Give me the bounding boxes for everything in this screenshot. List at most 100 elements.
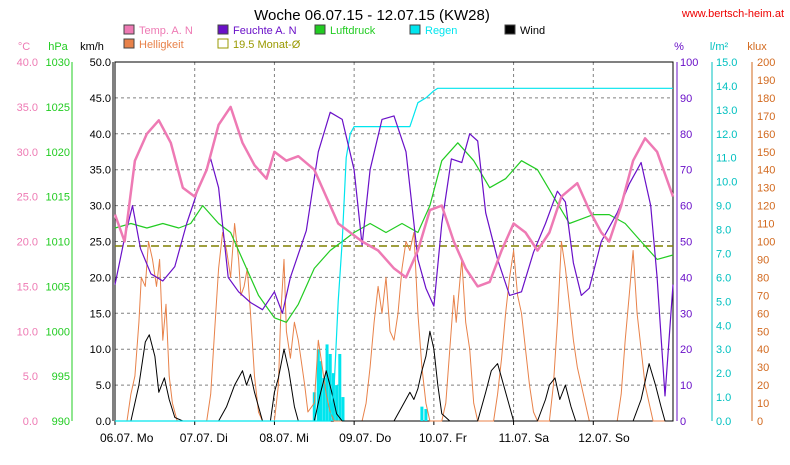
legend-swatch — [217, 24, 229, 35]
axis-tick-label: 100 — [680, 57, 698, 69]
axis-tick-label: 50 — [680, 237, 692, 249]
axis-tick-label: 5.0 — [716, 296, 731, 308]
axis-tick-label: 12.0 — [716, 129, 737, 141]
axis-tick-label: 1025 — [46, 102, 70, 114]
axis-tick-label: 1020 — [46, 147, 70, 159]
rain-bar — [312, 392, 316, 421]
axis-tick-label: 3.0 — [716, 344, 731, 356]
rain-bar — [338, 353, 342, 421]
axis-tick-label: 25.0 — [90, 237, 111, 249]
series-line-regen — [115, 87, 673, 422]
axis-tick-label: 1010 — [46, 237, 70, 249]
axis-tick-label: 5.0 — [96, 380, 111, 392]
series-line-temp-a-n — [113, 105, 675, 288]
axis-tick-label: 10 — [757, 398, 769, 410]
legend-label: Feuchte A. N — [233, 25, 297, 37]
axis-tick-label: 50 — [757, 326, 769, 338]
axis-tick-label: 1.0 — [716, 392, 731, 404]
axis-unit-label: % — [674, 41, 684, 53]
x-tick-label: 12.07. So — [578, 431, 630, 445]
axis-tick-label: 20 — [680, 344, 692, 356]
legend-label: Regen — [425, 25, 457, 37]
axis-tick-label: 20.0 — [90, 272, 111, 284]
axis-tick-label: 4.0 — [716, 320, 731, 332]
axis-tick-label: 40 — [757, 344, 769, 356]
axis-tick-label: 10.0 — [17, 326, 38, 338]
axis-tick-label: 20 — [757, 380, 769, 392]
axis-tick-label: 1005 — [46, 281, 70, 293]
series-line-luftdruck — [114, 142, 674, 323]
axis-unit-label: klux — [747, 41, 767, 53]
axis-tick-label: 170 — [757, 111, 775, 123]
axis-tick-label: 7.0 — [716, 248, 731, 260]
x-tick-label: 06.07. Mo — [100, 431, 154, 445]
axis-tick-label: 120 — [757, 201, 775, 213]
axis-tick-label: 15.0 — [17, 281, 38, 293]
axis-tick-label: 70 — [680, 165, 692, 177]
axis-tick-label: 10 — [680, 380, 692, 392]
axis-tick-label: 9.0 — [716, 201, 731, 213]
axis-tick-label: 90 — [680, 93, 692, 105]
rain-bar — [322, 377, 326, 421]
rain-bar — [341, 397, 345, 421]
series-line-helligkeit — [115, 223, 673, 422]
axis-tick-label: 30 — [680, 308, 692, 320]
series-line-wind — [115, 330, 673, 422]
axis-tick-label: 60 — [757, 308, 769, 320]
axis-tick-label: 70 — [757, 290, 769, 302]
rain-bar — [325, 344, 329, 421]
legend-label: Wind — [520, 25, 545, 37]
legend-swatch — [504, 24, 516, 35]
axis-unit-label: km/h — [80, 41, 104, 53]
axis-tick-label: 30.0 — [17, 147, 38, 159]
axis-unit-label: l/m² — [710, 41, 729, 53]
legend-label: 19.5 Monat-Ø — [233, 39, 301, 51]
x-tick-label: 10.07. Fr — [419, 431, 467, 445]
axis-tick-label: 8.0 — [716, 225, 731, 237]
axis-tick-label: 110 — [757, 219, 775, 231]
axis-tick-label: 20.0 — [17, 237, 38, 249]
rain-bar — [424, 409, 428, 421]
axis-tick-label: 11.0 — [716, 153, 737, 165]
axis-tick-label: 14.0 — [716, 81, 737, 93]
axis-tick-label: 5.0 — [23, 371, 38, 383]
source-url: www.bertsch-heim.at — [681, 8, 784, 20]
axis-tick-label: 160 — [757, 129, 775, 141]
axis-tick-label: 30 — [757, 362, 769, 374]
axis-tick-label: 140 — [757, 165, 775, 177]
legend-label: Helligkeit — [139, 39, 184, 51]
axis-tick-label: 80 — [680, 129, 692, 141]
axis-tick-label: 190 — [757, 75, 775, 87]
rain-bar — [420, 406, 424, 421]
axis-tick-label: 1015 — [46, 192, 70, 204]
axis-tick-label: 90 — [757, 254, 769, 266]
axis-tick-label: 0.0 — [96, 416, 111, 428]
axis-tick-label: 40.0 — [17, 57, 38, 69]
axis-tick-label: 25.0 — [17, 192, 38, 204]
axis-tick-label: 200 — [757, 57, 775, 69]
legend-swatch — [123, 24, 135, 35]
axis-tick-label: 45.0 — [90, 93, 111, 105]
axis-tick-label: 0.0 — [23, 416, 38, 428]
axis-tick-label: 1000 — [46, 326, 70, 338]
axis-tick-label: 13.0 — [716, 105, 737, 117]
legend-swatch — [409, 24, 421, 35]
axis-tick-label: 80 — [757, 272, 769, 284]
legend-swatch — [123, 38, 135, 49]
axis-tick-label: 0 — [757, 416, 763, 428]
axis-tick-label: 990 — [52, 416, 70, 428]
axis-tick-label: 1030 — [46, 57, 70, 69]
axis-tick-label: 10.0 — [90, 344, 111, 356]
rain-bar — [335, 385, 339, 421]
x-tick-label: 07.07. Di — [180, 431, 228, 445]
axis-tick-label: 40.0 — [90, 129, 111, 141]
axis-tick-label: 30.0 — [90, 201, 111, 213]
axis-tick-label: 15.0 — [90, 308, 111, 320]
x-tick-label: 09.07. Do — [339, 431, 391, 445]
axis-unit-label: °C — [18, 41, 30, 53]
axis-tick-label: 2.0 — [716, 368, 731, 380]
axis-tick-label: 150 — [757, 147, 775, 159]
rain-bar — [316, 349, 320, 421]
